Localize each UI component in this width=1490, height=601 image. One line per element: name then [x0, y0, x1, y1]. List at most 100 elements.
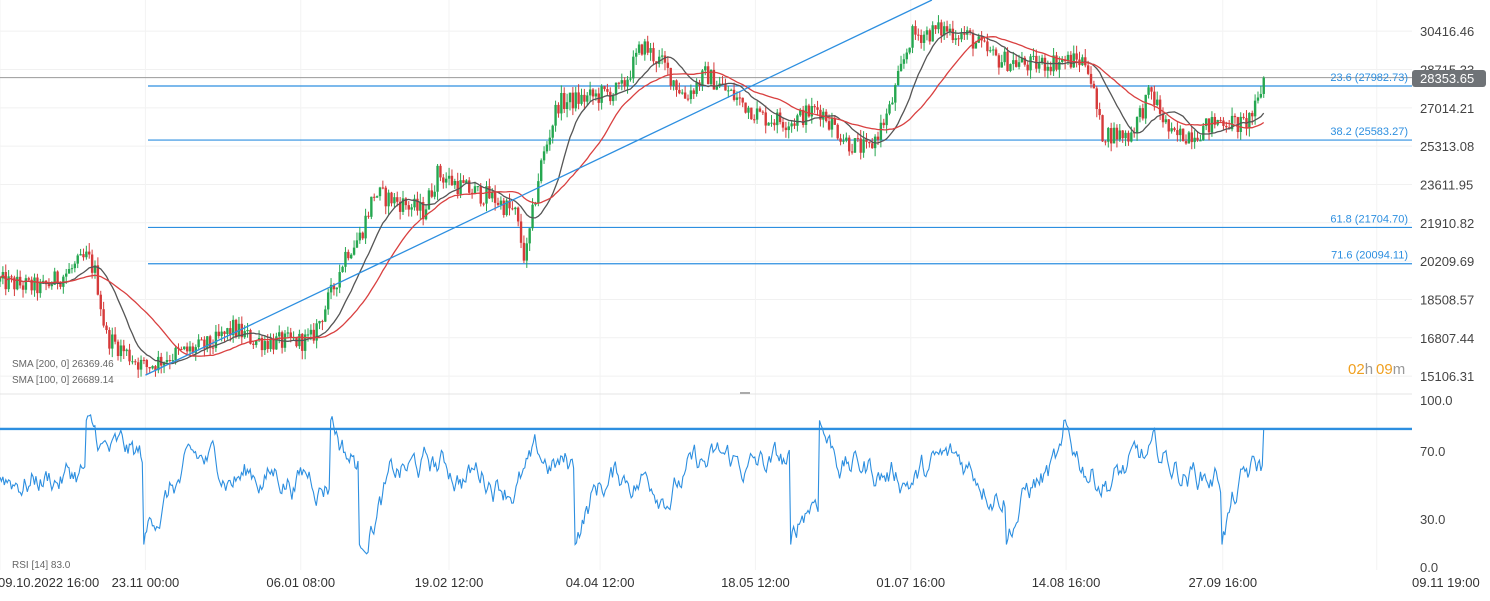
- candle-body: [65, 273, 68, 277]
- candle-body: [810, 106, 813, 117]
- candle-body: [1109, 128, 1113, 144]
- candle-body: [715, 86, 718, 90]
- candle-body: [349, 254, 353, 259]
- candle-body: [214, 331, 218, 348]
- candle-body: [131, 361, 134, 363]
- candle-body: [1153, 91, 1156, 105]
- candle-body: [925, 30, 929, 35]
- candle-body: [1167, 119, 1170, 132]
- candle-body: [427, 190, 431, 210]
- candle-body: [444, 178, 448, 183]
- candle-body: [617, 82, 621, 84]
- candle-body: [453, 181, 457, 186]
- candle-body: [200, 339, 203, 341]
- candle-body: [997, 55, 1001, 68]
- candle-body: [525, 243, 528, 261]
- candle-body: [1098, 109, 1101, 116]
- indicator-label-sma-200[interactable]: SMA [200, 0] 26369.46: [12, 359, 114, 370]
- candle-body: [206, 336, 209, 349]
- candle-body: [672, 80, 675, 86]
- candle-body: [804, 105, 808, 125]
- candle-body: [1239, 116, 1242, 133]
- candle-body: [1190, 132, 1193, 143]
- candle-body: [629, 78, 632, 80]
- candle-body: [781, 122, 785, 128]
- candle-body: [750, 107, 753, 120]
- candle-body: [295, 337, 298, 347]
- candle-body: [856, 138, 860, 140]
- candle-body: [1084, 57, 1087, 66]
- indicator-label-sma-100[interactable]: SMA [100, 0] 26689.14: [12, 375, 114, 386]
- candle-body: [1127, 132, 1130, 142]
- candle-body: [226, 328, 229, 334]
- candle-body: [220, 331, 223, 337]
- candle-body: [433, 191, 436, 197]
- candle-body: [396, 197, 399, 202]
- candle-body: [1207, 118, 1211, 133]
- candle-body: [1038, 63, 1041, 69]
- candle-body: [1095, 88, 1098, 110]
- candle-body: [1170, 128, 1173, 132]
- candle-body: [626, 79, 629, 87]
- candle-body: [899, 63, 903, 71]
- candle-body: [136, 362, 140, 370]
- indicator-label-rsi[interactable]: RSI [14] 83.0: [12, 560, 71, 571]
- candle-body: [646, 41, 649, 53]
- candle-body: [1253, 100, 1257, 117]
- candle-body: [568, 92, 572, 103]
- candle-body: [30, 279, 33, 291]
- candle-body: [421, 201, 425, 220]
- candle-body: [983, 40, 986, 42]
- candle-body: [1006, 51, 1009, 71]
- candle-body: [1176, 130, 1179, 136]
- candle-body: [1124, 132, 1127, 139]
- x-tick-label: 04.04 12:00: [566, 575, 635, 590]
- candle-body: [554, 104, 557, 126]
- candle-body: [111, 334, 114, 349]
- candle-body: [516, 207, 520, 222]
- candle-body: [234, 319, 238, 337]
- candle-body: [511, 208, 514, 210]
- candle-body: [537, 181, 540, 204]
- candle-body: [819, 109, 822, 120]
- candle-body: [850, 151, 854, 153]
- candle-body: [885, 113, 888, 126]
- candle-body: [1012, 60, 1015, 65]
- candle-body: [519, 221, 523, 243]
- candle-body: [361, 232, 364, 239]
- candle-body: [56, 271, 59, 284]
- candle-body: [1196, 137, 1199, 141]
- candle-body: [1014, 60, 1018, 67]
- candle-body: [197, 339, 200, 348]
- candle-body: [1219, 119, 1222, 121]
- rsi-tick-label: 100.0: [1420, 393, 1453, 408]
- y-tick-label: 21910.82: [1420, 216, 1474, 231]
- candle-body: [1104, 141, 1107, 143]
- candle-body: [223, 331, 226, 334]
- candle-body: [753, 119, 756, 121]
- candle-body: [640, 44, 644, 55]
- candle-body: [502, 200, 505, 215]
- candle-body: [358, 232, 362, 241]
- candle-body: [231, 319, 235, 336]
- candle-body: [1061, 59, 1064, 62]
- candle-body: [1115, 127, 1119, 140]
- candle-body: [401, 198, 405, 212]
- candle-body: [1242, 116, 1245, 119]
- candle-body: [275, 336, 278, 350]
- candle-body: [306, 334, 310, 336]
- candle-body: [603, 86, 606, 90]
- candle-body: [50, 284, 54, 287]
- candle-body: [1184, 141, 1188, 144]
- candle-body: [1256, 97, 1260, 101]
- candle-body: [39, 281, 42, 294]
- candle-body: [491, 191, 494, 199]
- candle-body: [59, 283, 62, 287]
- candle-body: [701, 70, 704, 86]
- candle-body: [88, 251, 91, 255]
- candle-body: [1141, 108, 1145, 119]
- candle-body: [871, 143, 874, 149]
- fib-level-label: 23.6 (27982.73): [1330, 72, 1408, 84]
- candle-body: [476, 186, 480, 188]
- y-tick-label: 23611.95: [1420, 177, 1473, 192]
